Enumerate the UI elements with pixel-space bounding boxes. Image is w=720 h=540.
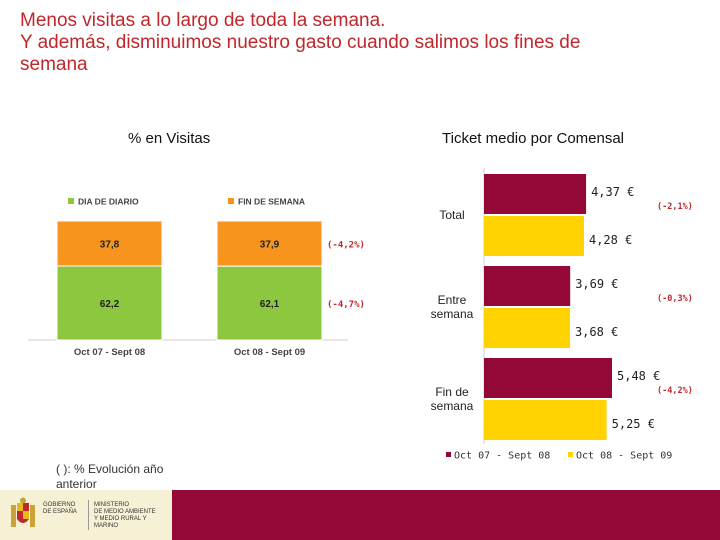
footer-divider <box>88 500 89 530</box>
government-label: GOBIERNO DE ESPAÑA <box>43 502 77 515</box>
coat-of-arms-icon <box>11 497 35 527</box>
category-label: Total <box>439 208 464 222</box>
value-bar <box>484 216 584 256</box>
stacked-bar-segment <box>216 265 323 341</box>
value-label: 5,25 € <box>612 417 655 431</box>
title-line-2: Y además, disminuimos nuestro gasto cuan… <box>20 32 581 53</box>
value-bar <box>484 266 571 306</box>
category-label: Entre semana <box>431 293 474 321</box>
legend-label: FIN DE SEMANA <box>238 197 305 207</box>
ministry-label: MINISTERIO DE MEDIO AMBIENTE Y MEDIO RUR… <box>94 502 156 529</box>
visits-stacked-bar-chart: DIA DE DIARIO FIN DE SEMANA 62,2 37,8 Oct 07… <box>28 197 365 358</box>
ticket-horizontal-bar-chart: 4,37 € 4,28 € Total (-2,1%) 3,69 € 3,68 € Entr… <box>431 168 693 462</box>
legend-label: Oct 08 - Sept 09 <box>576 451 672 462</box>
legend-swatch <box>446 452 451 457</box>
evolution-label: (-4,7%) <box>327 300 365 310</box>
value-bar <box>484 308 570 348</box>
footer-logo-area: GOBIERNO DE ESPAÑA MINISTERIO DE MEDIO A… <box>0 490 172 540</box>
title-line-3: semana <box>20 54 88 75</box>
footer-bar <box>172 490 720 540</box>
value-bar <box>484 174 587 214</box>
legend-swatch <box>568 452 573 457</box>
value-label: 3,68 € <box>575 325 618 339</box>
title-line-1: Menos visitas a lo largo de toda la sema… <box>20 10 386 31</box>
x-tick-label: Oct 08 - Sept 09 <box>234 347 305 358</box>
ticket-chart-heading: Ticket medio por Comensal <box>442 130 625 147</box>
value-label: 5,48 € <box>617 369 660 383</box>
data-label: 37,9 <box>260 240 280 251</box>
value-label: 4,28 € <box>589 233 632 247</box>
data-label: 62,1 <box>260 299 280 310</box>
stacked-bar-segment <box>216 220 323 267</box>
x-tick-label: Oct 07 - Sept 08 <box>74 347 145 358</box>
value-label: 3,69 € <box>575 277 618 291</box>
value-label: 4,37 € <box>591 185 634 199</box>
page-title: Menos visitas a lo largo de toda la sema… <box>20 10 710 76</box>
legend-label: Oct 07 - Sept 08 <box>454 451 550 462</box>
category-label: Fin de semana <box>431 385 474 413</box>
evolution-label: (-2,1%) <box>657 202 693 212</box>
data-label: 37,8 <box>100 239 120 250</box>
legend-label: DIA DE DIARIO <box>78 197 139 207</box>
footer: GOBIERNO DE ESPAÑA MINISTERIO DE MEDIO A… <box>0 490 720 540</box>
evolution-label: (-4,2%) <box>657 386 693 396</box>
visits-chart-heading: % en Visitas <box>128 130 211 147</box>
evolution-label: (-0,3%) <box>657 294 693 304</box>
data-label: 62,2 <box>100 299 120 310</box>
legend-swatch <box>68 198 74 204</box>
legend-swatch <box>228 198 234 204</box>
stacked-bar-segment <box>56 220 163 267</box>
evolution-footnote: ( ): % Evolución año anterior <box>56 462 164 491</box>
value-bar <box>484 358 612 398</box>
value-bar <box>484 400 607 440</box>
evolution-label: (-4,2%) <box>327 241 365 251</box>
stacked-bar-segment <box>56 265 163 341</box>
